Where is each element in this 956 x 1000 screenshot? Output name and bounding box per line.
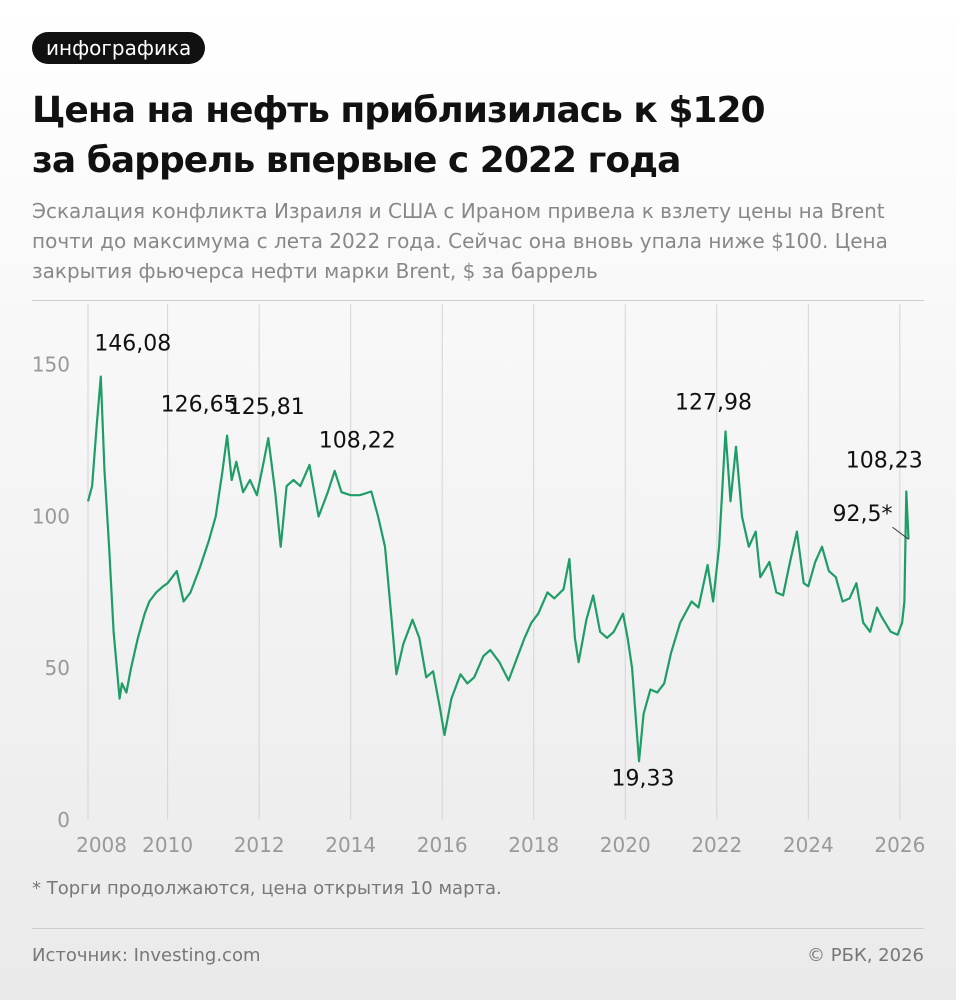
- x-tick-label: 2026: [874, 833, 925, 857]
- x-tick-label: 2016: [417, 833, 468, 857]
- x-tick-label: 2020: [600, 833, 651, 857]
- x-tick-label: 2018: [508, 833, 559, 857]
- annotation: 127,98: [675, 391, 752, 416]
- annotation: 146,08: [94, 332, 171, 357]
- badge: инфографика: [32, 32, 206, 64]
- x-tick-label: 2022: [691, 833, 742, 857]
- annotation: 125,81: [228, 395, 305, 420]
- source: Источник: Investing.com: [32, 945, 261, 966]
- x-tick-label: 2010: [142, 833, 193, 857]
- subtitle-text: Эскалация конфликта Израиля и США с Иран…: [32, 199, 885, 253]
- annotation: 108,23: [846, 448, 923, 473]
- x-tick-label: 2012: [234, 833, 285, 857]
- separator: [32, 300, 924, 301]
- y-tick-label: 150: [32, 353, 70, 377]
- y-tick-label: 0: [57, 808, 70, 832]
- footnote: * Торги продолжаются, цена открытия 10 м…: [32, 878, 502, 899]
- y-label: Цена закрытия фьючерса нефти марки Brent…: [32, 229, 888, 283]
- x-tick-label: 2008: [76, 833, 127, 857]
- line: [86, 375, 910, 763]
- y-tick-label: 50: [45, 656, 70, 680]
- chart: 0 50 100 150 2008 2010 2012 2014 2016 2018 2020 202…: [32, 304, 925, 857]
- y-tick-label: 100: [32, 504, 70, 528]
- separator: [32, 928, 924, 929]
- annotation: 92,5*: [833, 502, 893, 527]
- leader: [892, 526, 909, 540]
- subtitle: Эскалация конфликта Израиля и США с Иран…: [32, 196, 932, 286]
- annotation: 108,22: [319, 429, 396, 454]
- x-tick-label: 2024: [783, 833, 834, 857]
- x-tick-label: 2014: [325, 833, 376, 857]
- credit: © РБК, 2026: [807, 945, 924, 966]
- title: Цена на нефть приблизилась к $120 за бар…: [32, 90, 766, 181]
- annotation: 19,33: [612, 766, 675, 791]
- annotation: 126,65: [161, 393, 238, 418]
